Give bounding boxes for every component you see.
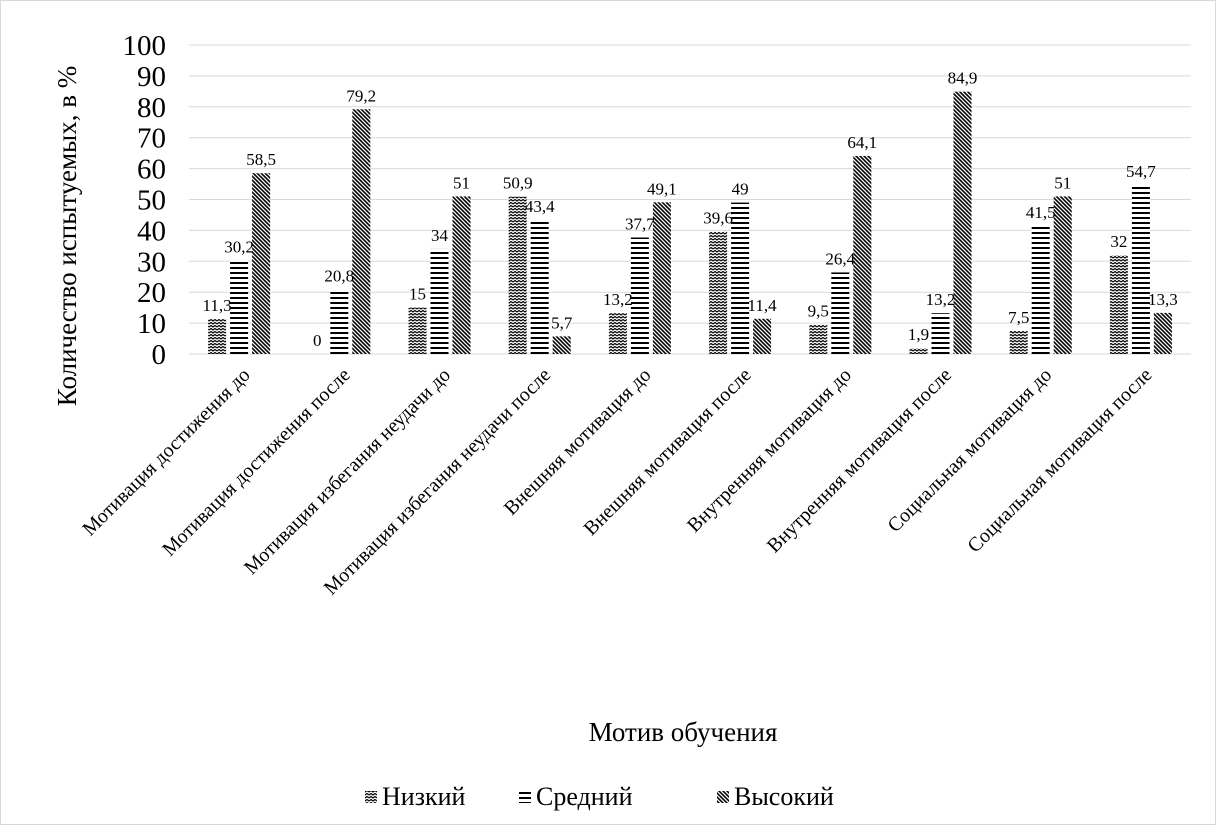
data-label: 5,7 [551, 313, 573, 332]
legend-swatch-horizontal-lines [519, 791, 531, 803]
y-tick-label: 10 [137, 308, 166, 340]
category-label: Мотивация достижения до [78, 364, 254, 540]
category-label: Социальная мотивация после [963, 364, 1156, 557]
bar-waves-0 [208, 319, 227, 354]
y-tick-label: 0 [152, 339, 167, 371]
data-label: 20,8 [324, 267, 354, 286]
legend-entry-label: Средний [536, 782, 633, 811]
bar-horizontal-lines-2 [430, 248, 449, 354]
data-label: 15 [409, 285, 426, 304]
bar-waves-5 [709, 231, 728, 354]
y-tick-label: 70 [137, 123, 166, 155]
data-label: 49,1 [647, 179, 677, 198]
category-label: Мотивация достижения после [158, 364, 355, 561]
bar-dense-diagonal-7 [953, 91, 972, 354]
bar-dense-diagonal-1 [352, 109, 371, 354]
data-label: 51 [1054, 173, 1071, 192]
legend-entry-label: Низкий [382, 782, 466, 811]
data-label: 13,2 [926, 290, 956, 309]
data-label: 58,5 [246, 150, 276, 169]
legend-swatch-waves [365, 791, 377, 803]
y-tick-label: 60 [137, 154, 166, 186]
bar-horizontal-lines-9 [1131, 184, 1150, 354]
bar-waves-8 [1009, 330, 1028, 354]
bar-horizontal-lines-3 [530, 219, 549, 354]
y-tick-label: 80 [137, 92, 166, 124]
legend-swatch-dense-diagonal [717, 791, 729, 803]
data-label: 50,9 [503, 174, 533, 193]
bar-dense-diagonal-0 [252, 173, 271, 354]
legend: Низкий Средний Высокий [365, 782, 834, 811]
data-label: 11,3 [203, 296, 232, 315]
bar-horizontal-lines-1 [330, 289, 349, 354]
bar-waves-4 [608, 313, 627, 354]
bar-dense-diagonal-9 [1153, 312, 1172, 354]
bar-horizontal-lines-8 [1031, 225, 1050, 354]
data-labels: 11,3 0 15 50,9 13,2 39,6 9,5 1,9 7,5 32 30,2 20,8 34… [203, 69, 1178, 350]
y-tick-label: 50 [137, 185, 166, 217]
bar-horizontal-lines-5 [731, 202, 750, 354]
y-axis-title: Количество испытуемых, в % [52, 66, 82, 406]
bar-horizontal-lines-0 [230, 260, 249, 354]
data-label: 34 [431, 226, 449, 245]
y-tick-label: 100 [123, 30, 167, 62]
data-label: 64,1 [847, 133, 877, 152]
data-label: 51 [453, 173, 470, 192]
bar-waves-6 [809, 324, 828, 354]
category-label: Внутренняя мотивация до [683, 364, 856, 537]
bar-dense-diagonal-6 [853, 155, 872, 354]
data-label: 84,9 [948, 69, 978, 88]
category-label: Социальная мотивация до [883, 364, 1056, 537]
data-label: 9,5 [808, 302, 829, 321]
data-label: 37,7 [625, 215, 655, 234]
data-label: 0 [313, 331, 322, 350]
data-label: 30,2 [224, 238, 254, 257]
bar-dense-diagonal-3 [552, 336, 571, 354]
data-label: 32 [1110, 232, 1127, 251]
y-tick-label: 40 [137, 215, 166, 247]
bar-dense-diagonal-2 [452, 196, 471, 354]
data-label: 13,2 [603, 290, 633, 309]
data-label: 11,4 [748, 296, 778, 315]
data-label: 49 [732, 180, 749, 199]
bar-horizontal-lines-6 [831, 272, 850, 354]
bar-horizontal-lines-7 [931, 313, 950, 354]
category-label: Мотивация избегания неудачи после [320, 364, 556, 600]
data-label: 41,5 [1026, 203, 1056, 222]
data-label: 43,4 [525, 197, 555, 216]
bar-dense-diagonal-4 [652, 202, 671, 354]
y-tick-label: 20 [137, 277, 166, 309]
legend-entry-label: Высокий [734, 782, 834, 811]
bar-dense-diagonal-5 [753, 318, 772, 354]
bar-waves-3 [508, 196, 527, 354]
y-tick-label: 90 [137, 61, 166, 93]
bar-dense-diagonal-8 [1053, 196, 1072, 354]
data-label: 7,5 [1008, 308, 1029, 327]
data-label: 26,4 [825, 249, 855, 268]
x-axis-title: Мотив обучения [589, 717, 778, 747]
data-label: 54,7 [1126, 162, 1156, 181]
category-label: Мотивация избегания неудачи до [240, 364, 455, 579]
bars [208, 91, 1172, 354]
data-label: 13,3 [1148, 290, 1178, 309]
category-label: Внешняя мотивация после [580, 364, 756, 540]
data-label: 39,6 [703, 209, 733, 228]
bar-horizontal-lines-4 [630, 237, 649, 354]
data-label: 79,2 [346, 86, 376, 105]
bar-waves-7 [909, 348, 928, 354]
category-label: Внутренняя мотивация после [763, 364, 956, 557]
data-label: 1,9 [908, 325, 929, 344]
bar-waves-2 [408, 307, 427, 354]
bar-waves-9 [1109, 255, 1128, 354]
y-tick-label: 30 [137, 246, 166, 278]
